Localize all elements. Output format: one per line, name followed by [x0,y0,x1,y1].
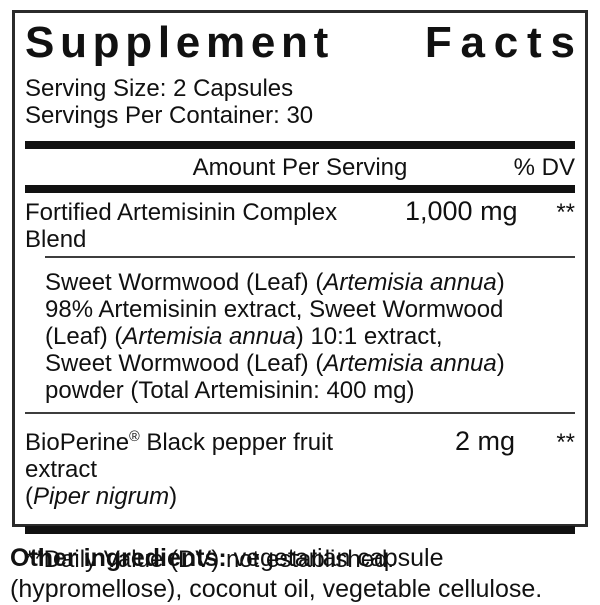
percent-dv-header: % DV [513,154,575,181]
panel-title: Supplement Facts [25,19,575,67]
title-word-supplement: Supplement [25,18,334,67]
column-header-row: Amount Per Serving % DV [25,149,575,185]
serving-info: Serving Size: 2 Capsules Servings Per Co… [25,75,575,129]
daily-value-footnote: **Daily Value (DV) not established. [25,546,395,573]
thick-divider-top [25,141,575,149]
bioperine-amount: 2 mg [454,426,515,456]
bioperine-name: BioPerine® Black pepper fruit extract (Pi… [25,429,334,510]
thin-divider-bioperine [25,412,575,414]
thick-divider-footnote [25,526,575,534]
blend-description: Sweet Wormwood (Leaf) (Artemisia annua) … [45,269,505,404]
amount-per-serving-header: Amount Per Serving [192,154,408,181]
blend-dv-value: ** [556,199,575,226]
servings-per-container-text: Servings Per Container: 30 [25,102,314,129]
serving-size-text: Serving Size: 2 Capsules [25,75,294,102]
ingredient-row-bioperine: BioPerine® Black pepper fruit extract (Pi… [25,414,575,511]
other-ingredients-text: Other ingredients: vegetarian capsule (h… [10,544,543,603]
thick-divider-header [25,185,575,193]
blend-name: Fortified Artemisinin Complex Blend [25,199,338,253]
thin-divider-blend [45,256,575,258]
ingredient-row-blend: Fortified Artemisinin Complex Blend 1,00… [25,193,575,254]
blend-amount: 1,000 mg [405,196,518,226]
bioperine-dv-value: ** [556,429,575,456]
supplement-facts-panel: Supplement Facts Serving Size: 2 Capsule… [12,10,588,573]
title-word-facts: Facts [424,18,584,67]
